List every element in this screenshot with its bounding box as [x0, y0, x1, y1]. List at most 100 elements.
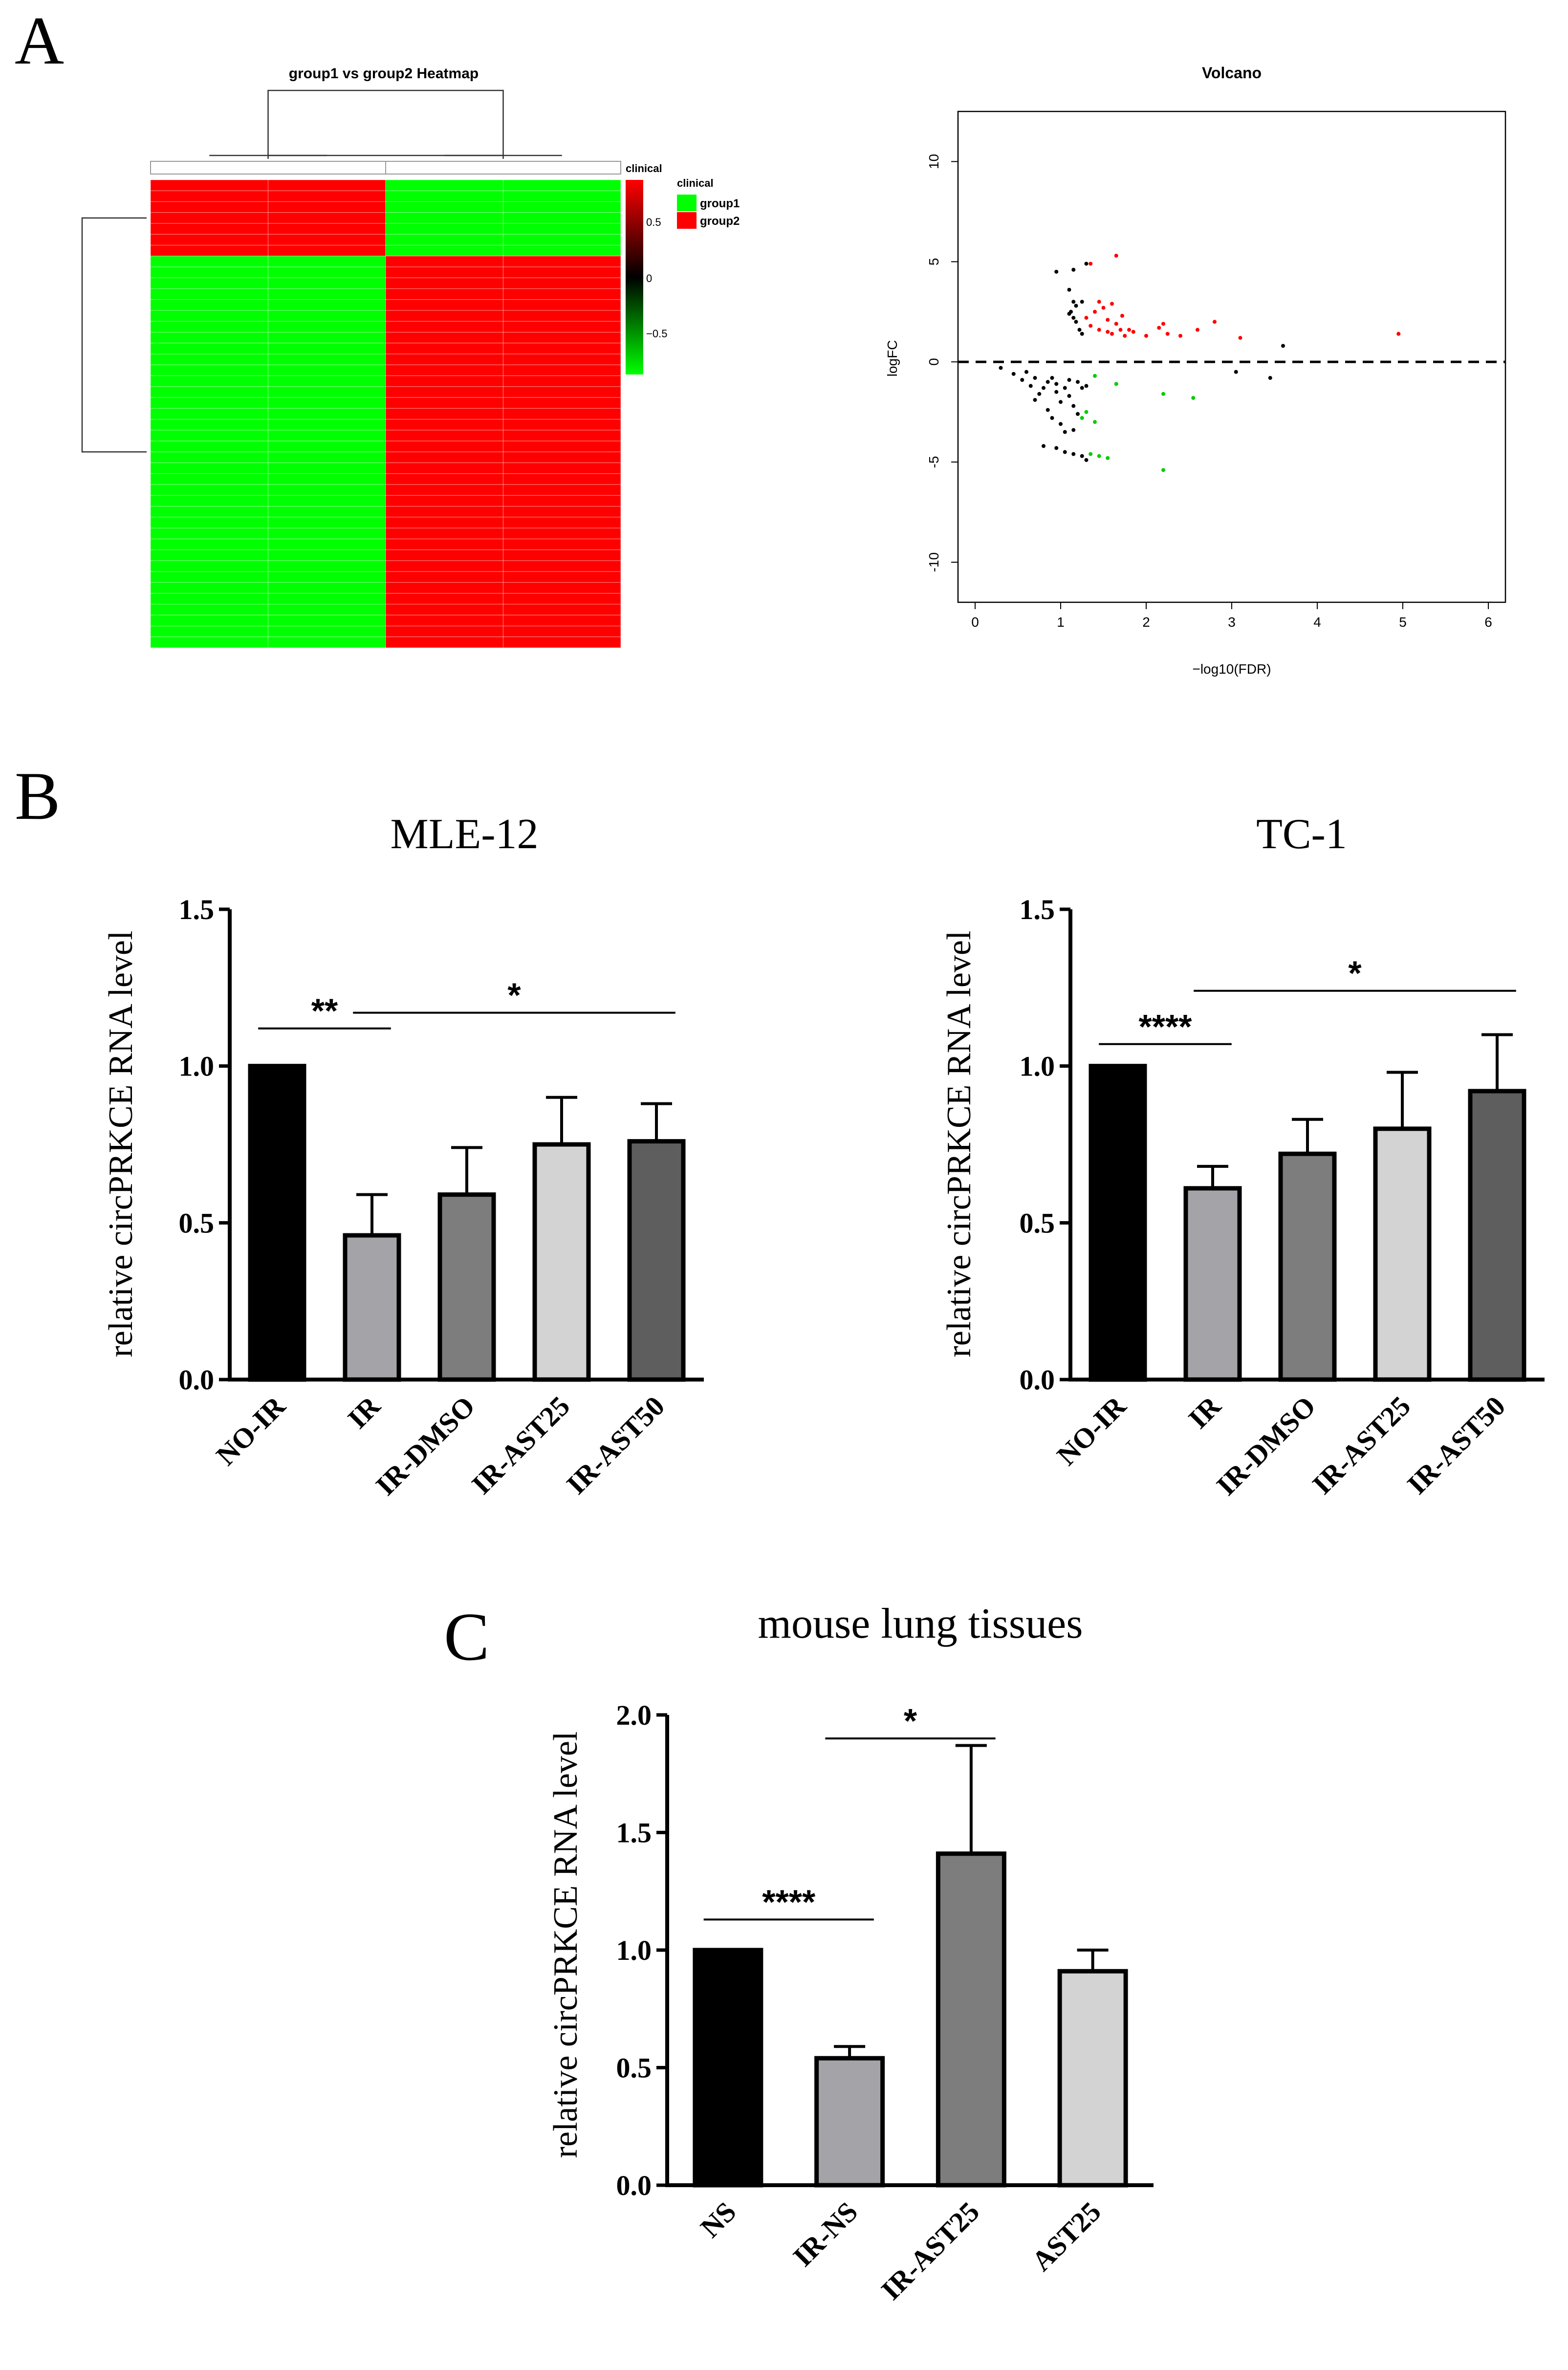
volcano-point: [1042, 386, 1045, 390]
heatmap-cell: [267, 364, 386, 376]
volcano-point: [1093, 373, 1097, 378]
bar: [627, 1139, 686, 1382]
heatmap-cell: [267, 430, 386, 441]
y-tick-label: 0.0: [616, 2170, 652, 2201]
volcano-point: [1054, 390, 1059, 394]
heatmap-cell: [502, 451, 621, 463]
volcano-point: [1084, 384, 1089, 388]
volcano-point: [1097, 454, 1101, 458]
heatmap-cell: [150, 353, 269, 365]
volcano-point: [1071, 404, 1076, 408]
volcano-point: [1161, 468, 1165, 472]
heatmap-cell: [150, 223, 269, 235]
heatmap-cell: [267, 440, 386, 452]
heatmap-cell: [385, 560, 504, 572]
heatmap-cell: [267, 212, 386, 224]
bar: [936, 1851, 1006, 2188]
x-tick-label: IR-AST25: [875, 2195, 985, 2306]
heatmap-cell: [385, 223, 504, 235]
heatmap-cell: [267, 179, 386, 191]
heatmap-cell: [502, 244, 621, 257]
volcano-point: [1080, 331, 1084, 336]
heatmap-cell: [267, 277, 386, 289]
x-tick-label: 0: [971, 614, 979, 630]
legend-swatch-group2: [677, 212, 697, 229]
heatmap-cell: [267, 473, 386, 485]
heatmap-cell: [385, 299, 504, 311]
heatmap-cell: [150, 244, 269, 257]
heatmap-cell: [385, 430, 504, 441]
heatmap-cell: [385, 517, 504, 528]
bar-chart-mle12: MLE-12 relative circPRKCE RNA level 0.0 0…: [102, 811, 704, 1501]
heatmap-cell: [150, 321, 269, 333]
heatmap-cell: [502, 549, 621, 561]
heatmap-cell: [150, 560, 269, 572]
volcano-point: [1067, 394, 1071, 398]
x-tick-label: NO-IR: [1050, 1389, 1132, 1471]
heatmap-cell: [502, 179, 621, 191]
x-tick-label: 3: [1228, 614, 1236, 630]
y-tick-label: 1.0: [179, 1051, 215, 1082]
heatmap-cell: [385, 582, 504, 594]
heatmap-cell: [385, 636, 504, 648]
y-tick-label: 1.0: [1020, 1051, 1055, 1082]
heatmap-cell: [502, 419, 621, 431]
volcano-point: [1238, 336, 1242, 340]
significance-label: *: [904, 1702, 917, 1740]
volcano-point: [1110, 302, 1114, 306]
heatmap-cell: [385, 625, 504, 637]
volcano-point: [1033, 398, 1037, 402]
volcano-point: [1054, 382, 1059, 386]
y-tick-label: 1.5: [1020, 894, 1055, 925]
heatmap-cell: [267, 244, 386, 257]
volcano-point: [1084, 458, 1089, 462]
heatmap-cell: [502, 397, 621, 409]
heatmap-cell: [150, 234, 269, 246]
heatmap-cell: [385, 462, 504, 474]
volcano-point: [1071, 428, 1076, 432]
heatmap-cell: [267, 386, 386, 398]
heatmap-cell: [267, 636, 386, 648]
heatmap-cell: [502, 256, 621, 267]
volcano-point: [1106, 456, 1110, 460]
heatmap-cell: [385, 266, 504, 278]
heatmap-cell: [502, 506, 621, 518]
heatmap-cell: [385, 310, 504, 322]
heatmap-cell: [502, 462, 621, 474]
heatmap-cell: [385, 549, 504, 561]
colorbar-tick: 0.5: [646, 216, 661, 228]
volcano-point: [1123, 333, 1127, 338]
x-tick-label: IR-NS: [787, 2195, 864, 2273]
heatmap-cell: [385, 375, 504, 387]
dendrogram-branch: [267, 89, 504, 155]
heatmap-cell: [385, 451, 504, 463]
heatmap-cell: [267, 343, 386, 354]
bar-title-mouse-lung: mouse lung tissues: [758, 1600, 1083, 1647]
volcano-point: [1093, 420, 1097, 424]
heatmap-cell: [150, 440, 269, 452]
heatmap-cell: [385, 256, 504, 267]
heatmap-cell: [502, 190, 621, 202]
heatmap-cell: [150, 266, 269, 278]
heatmap-cell: [150, 288, 269, 300]
heatmap-title: group1 vs group2 Heatmap: [289, 66, 479, 82]
volcano-point: [1089, 324, 1093, 328]
heatmap-cell: [385, 593, 504, 605]
x-tick-label: NS: [694, 2195, 742, 2243]
heatmap-cell: [385, 331, 504, 344]
heatmap-cell: [502, 321, 621, 333]
heatmap-cell: [502, 364, 621, 376]
heatmap-cell: [150, 571, 269, 583]
heatmap-cell: [385, 234, 504, 246]
heatmap-cell: [267, 223, 386, 235]
heatmap-cell: [385, 201, 504, 213]
y-tick-label: -5: [926, 456, 941, 468]
legend-label: group1: [700, 197, 740, 210]
x-tick-label: IR-AST50: [1401, 1390, 1511, 1500]
legend-label: group2: [700, 215, 740, 228]
heatmap-cell: [502, 375, 621, 387]
heatmap-cell: [502, 288, 621, 300]
volcano-point: [1028, 384, 1033, 388]
volcano-point: [1067, 311, 1071, 316]
volcano-point: [1076, 412, 1080, 416]
